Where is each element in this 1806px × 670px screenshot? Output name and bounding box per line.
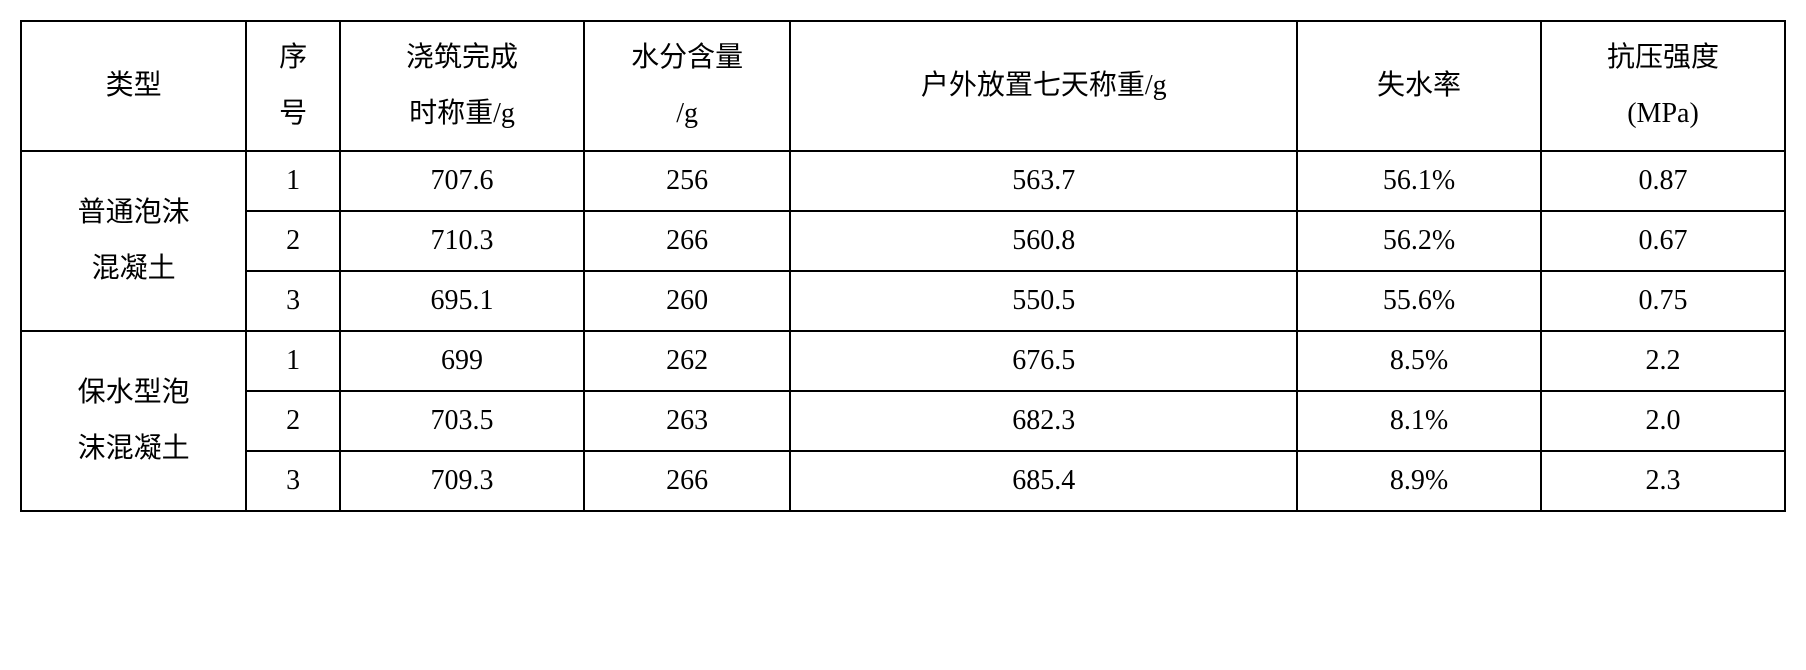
header-type: 类型 xyxy=(21,21,246,151)
cell-seq: 2 xyxy=(246,211,340,271)
table-row: 2 710.3 266 560.8 56.2% 0.67 xyxy=(21,211,1785,271)
cell-weight-pour: 710.3 xyxy=(340,211,584,271)
cell-moisture: 266 xyxy=(584,211,790,271)
table-row: 普通泡沫 混凝土 1 707.6 256 563.7 56.1% 0.87 xyxy=(21,151,1785,211)
header-weight-pour: 浇筑完成 时称重/g xyxy=(340,21,584,151)
cell-seq: 1 xyxy=(246,151,340,211)
cell-strength: 2.0 xyxy=(1541,391,1785,451)
cell-weight-pour: 703.5 xyxy=(340,391,584,451)
group-label-l2: 混凝土 xyxy=(92,253,176,284)
header-row: 类型 序 号 浇筑完成 时称重/g 水分含量 /g 户外放置七天称重/g 失水率… xyxy=(21,21,1785,151)
cell-strength: 0.75 xyxy=(1541,271,1785,331)
cell-weight-7days: 550.5 xyxy=(790,271,1297,331)
header-strength: 抗压强度 (MPa) xyxy=(1541,21,1785,151)
cell-seq: 3 xyxy=(246,451,340,511)
header-moisture-l2: /g xyxy=(676,98,698,129)
cell-loss-rate: 8.1% xyxy=(1297,391,1541,451)
header-weight-pour-l1: 浇筑完成 xyxy=(406,42,518,73)
cell-weight-7days: 560.8 xyxy=(790,211,1297,271)
cell-weight-7days: 676.5 xyxy=(790,331,1297,391)
cell-weight-pour: 695.1 xyxy=(340,271,584,331)
cell-seq: 1 xyxy=(246,331,340,391)
cell-moisture: 266 xyxy=(584,451,790,511)
header-moisture: 水分含量 /g xyxy=(584,21,790,151)
table-row: 2 703.5 263 682.3 8.1% 2.0 xyxy=(21,391,1785,451)
cell-strength: 0.67 xyxy=(1541,211,1785,271)
group-label: 保水型泡 沫混凝土 xyxy=(21,331,246,511)
cell-loss-rate: 56.1% xyxy=(1297,151,1541,211)
header-strength-l1: 抗压强度 xyxy=(1607,42,1719,73)
group-label-l1: 普通泡沫 xyxy=(78,197,190,228)
cell-moisture: 263 xyxy=(584,391,790,451)
group-label-l2: 沫混凝土 xyxy=(78,433,190,464)
data-table: 类型 序 号 浇筑完成 时称重/g 水分含量 /g 户外放置七天称重/g 失水率… xyxy=(20,20,1786,512)
cell-moisture: 262 xyxy=(584,331,790,391)
header-seq: 序 号 xyxy=(246,21,340,151)
cell-strength: 0.87 xyxy=(1541,151,1785,211)
table-row: 3 695.1 260 550.5 55.6% 0.75 xyxy=(21,271,1785,331)
group-label-l1: 保水型泡 xyxy=(78,377,190,408)
cell-loss-rate: 56.2% xyxy=(1297,211,1541,271)
cell-weight-7days: 682.3 xyxy=(790,391,1297,451)
cell-weight-7days: 685.4 xyxy=(790,451,1297,511)
header-loss-rate: 失水率 xyxy=(1297,21,1541,151)
cell-weight-7days: 563.7 xyxy=(790,151,1297,211)
header-weight-7days: 户外放置七天称重/g xyxy=(790,21,1297,151)
group-label: 普通泡沫 混凝土 xyxy=(21,151,246,331)
header-strength-l2: (MPa) xyxy=(1627,98,1699,129)
header-seq-l1: 序 xyxy=(279,42,307,73)
table-row: 保水型泡 沫混凝土 1 699 262 676.5 8.5% 2.2 xyxy=(21,331,1785,391)
cell-seq: 3 xyxy=(246,271,340,331)
header-seq-l2: 号 xyxy=(279,98,307,129)
cell-loss-rate: 8.9% xyxy=(1297,451,1541,511)
header-weight-pour-l2: 时称重/g xyxy=(409,98,515,129)
cell-moisture: 256 xyxy=(584,151,790,211)
cell-seq: 2 xyxy=(246,391,340,451)
cell-weight-pour: 707.6 xyxy=(340,151,584,211)
cell-weight-pour: 709.3 xyxy=(340,451,584,511)
header-moisture-l1: 水分含量 xyxy=(631,42,743,73)
cell-loss-rate: 8.5% xyxy=(1297,331,1541,391)
cell-moisture: 260 xyxy=(584,271,790,331)
table-row: 3 709.3 266 685.4 8.9% 2.3 xyxy=(21,451,1785,511)
cell-strength: 2.2 xyxy=(1541,331,1785,391)
cell-strength: 2.3 xyxy=(1541,451,1785,511)
cell-loss-rate: 55.6% xyxy=(1297,271,1541,331)
cell-weight-pour: 699 xyxy=(340,331,584,391)
